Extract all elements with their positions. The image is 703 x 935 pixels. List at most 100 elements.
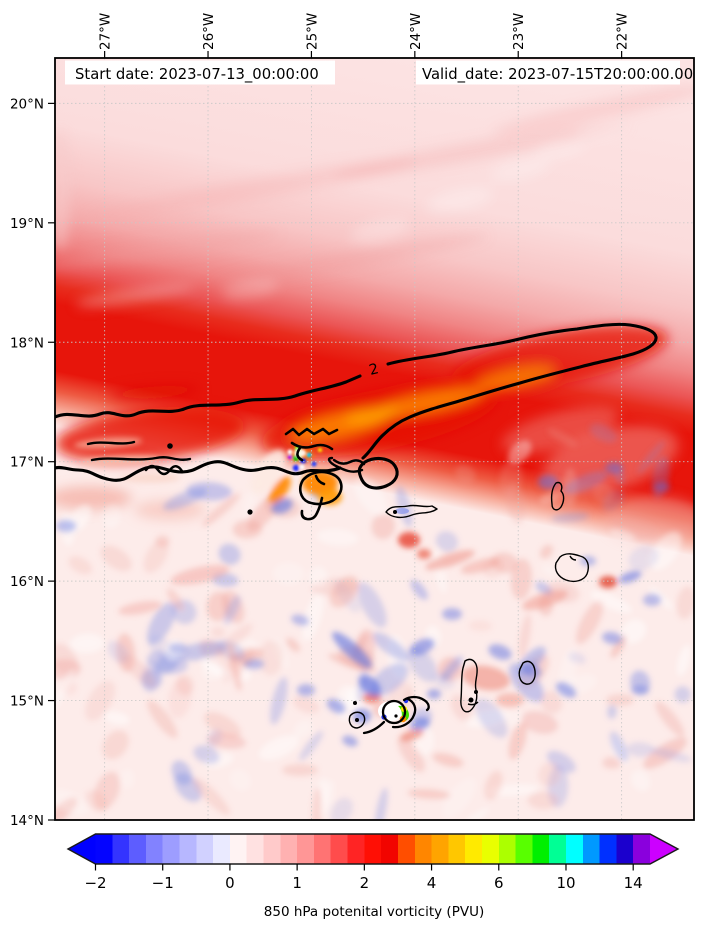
mottle-blob xyxy=(407,789,451,800)
colorbar-cell xyxy=(515,834,533,864)
mottle-blob xyxy=(204,712,241,739)
colorbar-tick-label: 10 xyxy=(556,874,575,892)
colorbar-cell xyxy=(364,834,382,864)
colorbar-cell xyxy=(465,834,483,864)
mottle-blob xyxy=(676,586,694,619)
colorbar-tick-label: 0 xyxy=(225,874,235,892)
island-outlines xyxy=(348,481,589,729)
mottle-blob xyxy=(607,704,617,719)
mottle-blob xyxy=(122,654,156,688)
colorbar-cell xyxy=(280,834,298,864)
valid-date-label: Valid_date: 2023-07-15T20:00:00.00 xyxy=(422,66,693,83)
colorbar-cell xyxy=(213,834,231,864)
colorbar-cell xyxy=(498,834,517,864)
mottle-blob xyxy=(546,750,576,773)
colorbar-cell xyxy=(129,834,147,864)
mottle-blob xyxy=(649,531,682,571)
mottle-blob xyxy=(270,677,288,725)
mottle-blob xyxy=(215,623,253,658)
mottle-blob xyxy=(538,762,561,787)
mottle-blob xyxy=(475,698,508,738)
mottle-blob xyxy=(166,588,184,611)
field-streaks xyxy=(55,85,694,544)
colorbar-cell xyxy=(397,834,416,864)
mottle-blob xyxy=(540,691,563,714)
mottle-blob xyxy=(55,643,78,675)
mottle-blob xyxy=(259,640,283,676)
mottle-blob xyxy=(508,440,532,464)
mottle-blob xyxy=(100,545,132,572)
mottle-blob xyxy=(610,528,635,542)
x-axis-tick-label: 27°W xyxy=(98,13,114,50)
mottle-blob xyxy=(637,440,665,474)
y-axis-tick-label: 18°N xyxy=(10,335,44,351)
mottle-blob xyxy=(655,701,685,737)
x-axis-tick-label: 25°W xyxy=(304,13,320,50)
colorbar-cell xyxy=(381,834,399,864)
start-date-label: Start date: 2023-07-13_00:00:00 xyxy=(75,66,319,83)
colorbar-tick-label: −2 xyxy=(84,874,106,892)
mottle-blob xyxy=(210,626,225,638)
mottle-blob xyxy=(628,545,659,571)
mottle-blob xyxy=(542,564,557,576)
colorbar: −2 −1 0 1 2 4 6 10 14 xyxy=(66,833,680,892)
mottle-blob xyxy=(407,647,438,683)
mottle-blob xyxy=(102,504,121,529)
mottle-blob xyxy=(176,674,194,696)
mottle-blob xyxy=(371,513,396,540)
x-axis-tick-label: 22°W xyxy=(615,13,631,50)
mottle-blob xyxy=(547,428,578,447)
mottle-blob xyxy=(309,566,328,588)
field-mottle xyxy=(55,423,694,820)
mottle-blob xyxy=(175,641,228,661)
mottle-blob xyxy=(163,487,207,511)
mottle-blob xyxy=(676,644,691,677)
contour-label-2: 2 xyxy=(368,361,381,379)
colorbar-cell xyxy=(229,834,248,864)
mottle-blob xyxy=(484,770,503,800)
mottle-blob xyxy=(258,735,300,761)
colorbar-cell xyxy=(330,834,349,864)
x-axis-tick-label: 26°W xyxy=(201,13,217,50)
y-axis-tick-label: 14°N xyxy=(10,813,44,829)
mottle-blob xyxy=(329,797,354,820)
mottle-blob xyxy=(540,490,562,505)
mottle-blob xyxy=(293,719,313,738)
mottle-blob xyxy=(626,742,655,758)
colorbar-cell xyxy=(263,834,281,864)
mottle-blob xyxy=(316,528,359,546)
mottle-blob xyxy=(465,807,490,820)
colorbar-tick-label: 2 xyxy=(360,874,370,892)
mottle-blob xyxy=(508,722,527,760)
colorbar-cell xyxy=(297,834,315,864)
colorbar-cell xyxy=(633,834,651,864)
colorbar-over-arrow xyxy=(650,834,678,864)
mottle-blob xyxy=(491,552,519,574)
colorbar-cell xyxy=(532,834,550,864)
mottle-blob xyxy=(630,769,651,792)
y-axis-tick-label: 16°N xyxy=(10,574,44,590)
mottle-blob xyxy=(435,531,458,552)
mottle-blob xyxy=(441,777,477,819)
colorbar-tick-label: 1 xyxy=(292,874,302,892)
colorbar-cell xyxy=(95,834,113,864)
mottle-blob xyxy=(102,730,129,760)
mottle-blob xyxy=(147,699,178,739)
x-axis-tick-label: 24°W xyxy=(408,13,424,50)
y-axis-tick-label: 19°N xyxy=(10,216,44,232)
mottle-blob xyxy=(610,635,627,658)
mottle-blob xyxy=(551,512,589,523)
mottle-blob xyxy=(227,642,242,692)
mottle-blob xyxy=(455,464,476,484)
colorbar-under-arrow xyxy=(68,834,96,864)
mottle-blob xyxy=(272,562,305,586)
mottle-blob xyxy=(353,476,388,516)
mottle-blob xyxy=(147,602,176,645)
mottle-blob xyxy=(193,745,220,764)
title-boxes: Start date: 2023-07-13_00:00:00 Valid_da… xyxy=(65,60,693,85)
mottle-blob xyxy=(650,747,692,763)
mottle-blob xyxy=(223,595,241,625)
mottle-blob xyxy=(649,586,673,610)
